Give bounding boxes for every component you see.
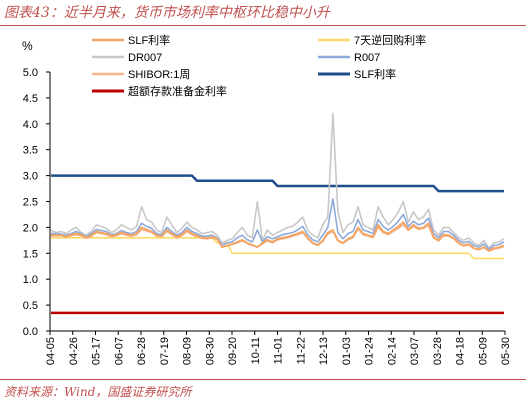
y-tick-label: 0.5: [23, 300, 38, 312]
x-tick-label: 04-18: [455, 337, 467, 365]
series-line: [51, 237, 504, 260]
x-tick-label: 03-28: [432, 337, 444, 365]
y-tick-label: 3.5: [23, 145, 38, 157]
x-tick-label: 06-28: [136, 337, 148, 365]
y-tick-label: 1.0: [23, 274, 38, 286]
y-tick-label: 0.0: [23, 326, 38, 338]
legend-label: 超额存款准备金利率: [128, 84, 227, 98]
y-tick-label: 4.5: [23, 93, 38, 105]
x-tick-label: 08-09: [182, 337, 194, 365]
y-axis-label: %: [22, 39, 33, 53]
x-tick-label: 05-30: [500, 337, 512, 365]
title-divider: [0, 25, 526, 26]
x-tick-label: 03-07: [409, 337, 421, 365]
x-tick-label: 01-03: [341, 337, 353, 365]
x-tick-label: 12-13: [318, 337, 330, 365]
series-line: [51, 221, 505, 252]
x-tick-label: 04-26: [68, 337, 80, 365]
series-line: [50, 112, 505, 249]
line-chart: % 0.0 0.5 1.0 1.5 2.0 2.5 3.0 3.5 4.0 4.5 5.0 04-05 0…: [22, 33, 512, 365]
chart-title: 图表43：近半月来，货币市场利率中枢环比稳中小升: [4, 5, 330, 21]
y-tick-label: 2.0: [23, 222, 38, 234]
x-tick-label: 06-07: [113, 337, 125, 365]
x-tick-label: 09-20: [227, 337, 239, 365]
legend-label: DR007: [128, 52, 162, 64]
series-line: [51, 198, 505, 250]
x-tick-label: 04-05: [45, 337, 57, 365]
x-tick-label: 07-19: [159, 337, 171, 365]
series-line: [51, 174, 504, 193]
x-tick-label: 01-24: [364, 337, 376, 365]
y-tick-label: 4.0: [23, 119, 38, 131]
x-tick-label: 02-14: [386, 337, 398, 365]
x-tick-label: 05-17: [91, 337, 103, 365]
legend-label: R007: [354, 52, 380, 64]
legend-label: SLF利率: [354, 67, 396, 81]
y-tick-label: 3.0: [23, 171, 38, 183]
y-tick-label: 5.0: [23, 67, 38, 79]
legend-label: 7天逆回购利率: [354, 33, 426, 47]
x-tick-label: 11-22: [295, 337, 307, 364]
legend-label: SHIBOR:1周: [128, 68, 190, 81]
source-divider: [0, 379, 526, 380]
x-tick-label: 10-11: [250, 337, 262, 364]
y-tick-label: 2.5: [23, 197, 38, 209]
x-tick-label: 08-30: [204, 337, 216, 365]
x-tick-label: 11-01: [273, 337, 285, 364]
x-tick-label: 05-09: [477, 337, 489, 365]
source-note: 资料来源：Wind，国盛证券研究所: [4, 385, 192, 399]
y-tick-label: 1.5: [23, 248, 38, 260]
legend-label: SLF利率: [128, 33, 170, 47]
